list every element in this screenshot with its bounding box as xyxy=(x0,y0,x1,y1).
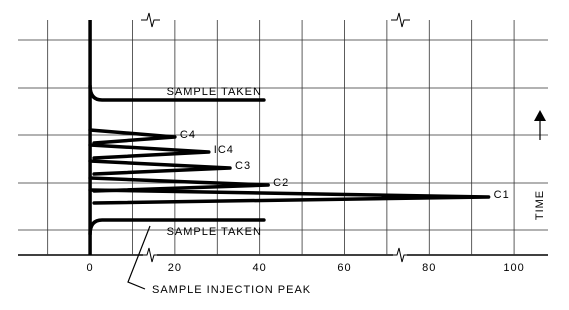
break-mark xyxy=(141,247,160,263)
peak xyxy=(88,143,211,160)
x-tick-label: 60 xyxy=(337,262,351,274)
peak xyxy=(88,128,177,145)
break-mark xyxy=(141,12,160,28)
peak-label: C4 xyxy=(180,129,196,141)
peak xyxy=(88,176,270,193)
peak-label: C3 xyxy=(235,160,251,172)
labels: 0 20 40 60 80 100 SAMPLE TAKEN SAMPLE TAKEN C4 IC… xyxy=(87,86,524,274)
peak-label: C2 xyxy=(273,177,289,189)
sample-taken-mark xyxy=(88,218,266,236)
x-tick-label: 40 xyxy=(253,262,267,274)
peak xyxy=(88,188,491,205)
peak xyxy=(88,159,232,176)
x-tick-label: 80 xyxy=(422,262,436,274)
annotation: SAMPLE INJECTION PEAK xyxy=(152,284,311,296)
sample-taken-label: SAMPLE TAKEN xyxy=(167,226,262,238)
peak-label: IC4 xyxy=(214,144,234,156)
y-axis-label: TIME xyxy=(534,190,546,220)
time-arrow-head xyxy=(534,110,546,121)
sample-taken-mark xyxy=(88,84,266,102)
x-tick-label: 100 xyxy=(503,262,524,274)
trace xyxy=(88,20,491,255)
annotation-leader xyxy=(127,225,151,290)
x-tick-label: 20 xyxy=(168,262,182,274)
break-mark xyxy=(391,12,410,28)
break-mark xyxy=(391,247,410,263)
x-tick-label: 0 xyxy=(87,262,94,274)
horizontal-grid xyxy=(18,39,548,256)
vertical-grid xyxy=(47,20,515,255)
peak-label: C1 xyxy=(494,189,510,201)
axis-breaks xyxy=(141,12,410,263)
sample-taken-label: SAMPLE TAKEN xyxy=(167,86,262,98)
